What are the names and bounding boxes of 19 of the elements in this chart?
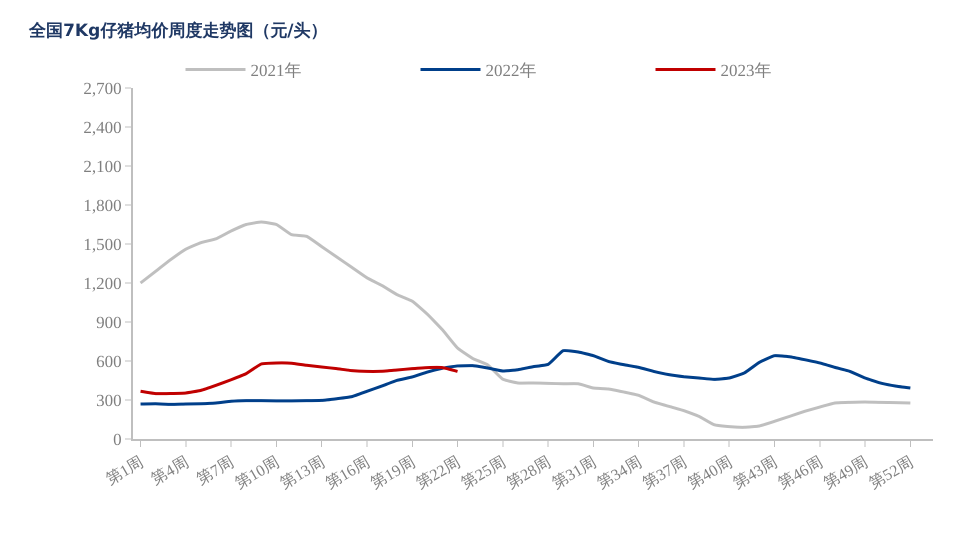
legend-label: 2023年: [720, 61, 772, 80]
y-tick-label: 2,700: [83, 78, 122, 98]
y-tick-label: 1,200: [83, 274, 122, 293]
line-series: [139, 349, 912, 406]
y-tick-label: 300: [96, 390, 122, 410]
y-tick-label: 2,100: [83, 156, 122, 176]
y-tick-label: 600: [96, 352, 122, 371]
x-tick-label: 第1周: [103, 454, 147, 489]
chart-title: 全国7Kg仔猪均价周度走势图（元/头）: [28, 20, 328, 41]
line-series: [139, 220, 912, 429]
y-tick-label: 0: [113, 430, 122, 449]
x-tick-label: 第4周: [148, 454, 192, 489]
legend-label: 2022年: [486, 61, 536, 80]
line-series: [139, 361, 460, 396]
y-tick-label: 1,500: [83, 234, 122, 254]
y-tick-label: 900: [96, 312, 122, 332]
y-tick-label: 2,400: [83, 118, 122, 137]
y-tick-label: 1,800: [83, 196, 122, 215]
legend-label: 2021年: [250, 61, 302, 80]
